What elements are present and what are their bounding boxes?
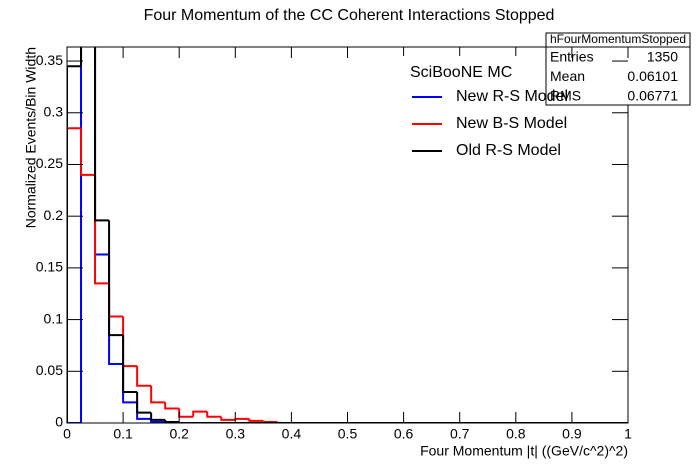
plot-area (67, 47, 628, 423)
y-tick-label: 0.35 (36, 52, 63, 68)
histogram-step (150, 385, 166, 404)
histogram-step (67, 127, 82, 423)
stats-title: hFourMomentumStopped (550, 32, 686, 46)
x-tick-label: 0.4 (282, 426, 302, 442)
x-tick-label: 0.2 (169, 426, 189, 442)
stats-label: RMS (550, 88, 581, 104)
histogram-step (262, 420, 278, 423)
x-tick-label: 0 (63, 426, 71, 442)
x-tick-label: 0.8 (506, 426, 526, 442)
stats-value: 1350 (647, 49, 678, 65)
histogram-step (164, 402, 180, 410)
x-tick-label: 0.5 (338, 426, 358, 442)
chart-title: Four Momentum of the CC Coherent Interac… (144, 7, 555, 24)
legend: SciBooNE MC New R-S Model New B-S Model Ol… (398, 56, 568, 168)
x-axis-label: Four Momentum |t| ((GeV/c^2)^2) (420, 443, 628, 459)
histogram-step (150, 412, 166, 421)
histogram-step (164, 419, 180, 423)
histogram-step (234, 417, 250, 420)
x-tick-label: 0.6 (394, 426, 414, 442)
legend-background (398, 56, 545, 168)
stats-value: 0.06771 (627, 88, 678, 104)
histogram-step (80, 128, 96, 176)
y-tick-label: 0.1 (44, 310, 64, 326)
legend-title: SciBooNE MC (410, 64, 512, 81)
histogram-step (108, 220, 124, 337)
histogram-step (206, 411, 222, 418)
y-tick-label: 0.25 (36, 155, 63, 171)
legend-label: New B-S Model (456, 115, 567, 132)
x-tick-label: 0.9 (562, 426, 582, 442)
y-tick-label: 0.3 (44, 103, 64, 119)
x-tick-label: 0.1 (113, 426, 133, 442)
legend-label: Old R-S Model (456, 142, 561, 159)
legend-label: New R-S Model (456, 88, 568, 105)
histogram-step (67, 65, 82, 423)
histogram-step (248, 418, 264, 422)
y-tick-label: 0.2 (44, 207, 64, 223)
histogram-step (122, 335, 138, 393)
x-tick-label: 0.3 (226, 426, 246, 442)
stats-label: Mean (550, 68, 585, 84)
x-tick-label: 0.7 (450, 426, 470, 442)
histogram-step (220, 416, 236, 421)
histogram-step (136, 391, 152, 414)
histogram-step (192, 410, 208, 417)
x-tick-label: 1 (624, 426, 632, 442)
histogram-step (136, 366, 152, 387)
stats-border (545, 32, 691, 106)
y-tick-label: 0.15 (36, 259, 63, 275)
stats-value: 0.06101 (627, 68, 678, 84)
y-tick-label: 0.05 (36, 362, 63, 378)
y-tick-label: 0 (55, 414, 63, 430)
histogram-step (94, 47, 110, 222)
y-axis-label: Normalized Events/Bin Width (23, 47, 39, 228)
